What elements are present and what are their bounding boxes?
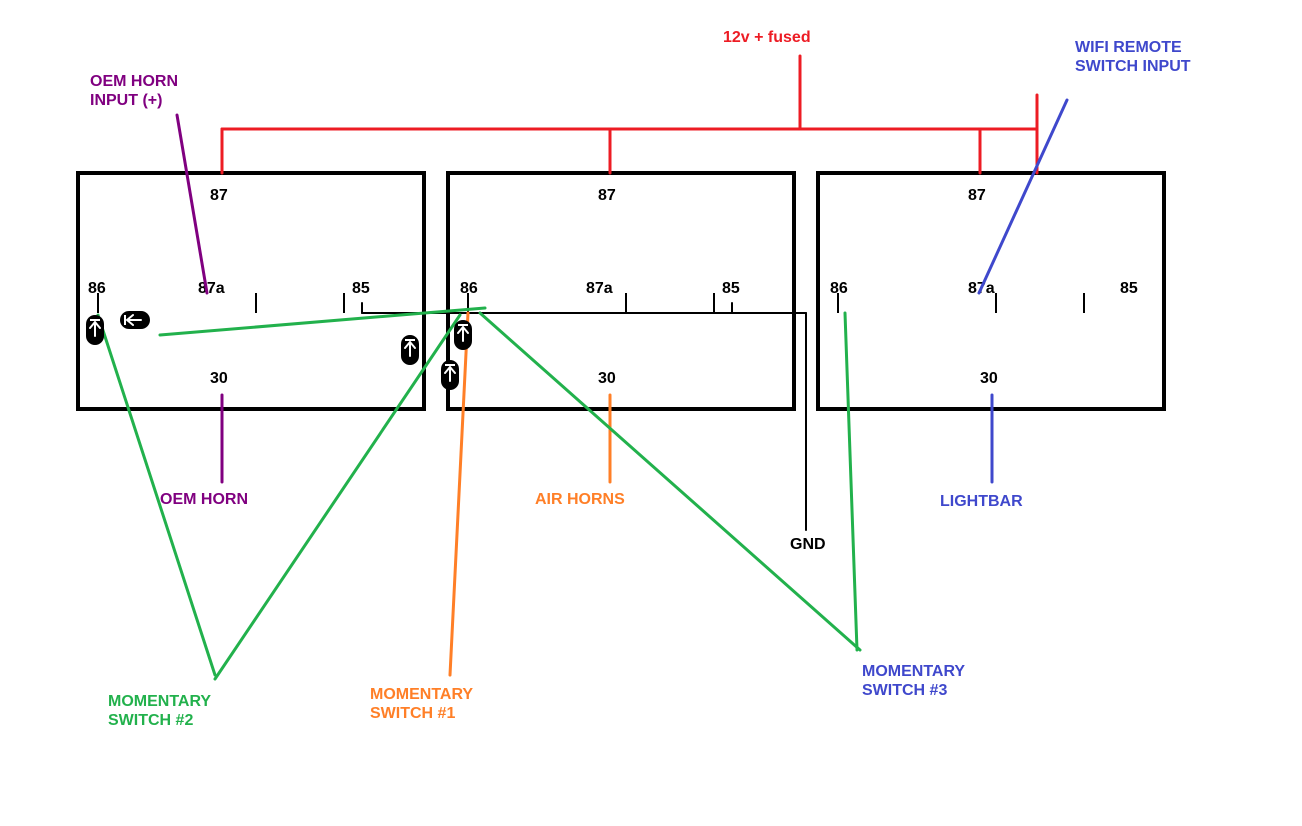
diode-d2 <box>120 311 150 329</box>
label-air_out: AIR HORNS <box>535 490 625 509</box>
relay2-pin-30: 30 <box>598 370 616 387</box>
relay3-pin-87: 87 <box>968 187 986 204</box>
label-oem_out: OEM HORN <box>160 490 248 509</box>
relay3-pin-30: 30 <box>980 370 998 387</box>
label-wifi: WIFI REMOTE SWITCH INPUT <box>1075 38 1191 76</box>
diode-d4 <box>454 320 472 350</box>
relay2 <box>448 173 794 409</box>
label-gnd: GND <box>790 535 826 554</box>
relay2-pin-87a: 87a <box>586 280 613 297</box>
label-sw1: MOMENTARY SWITCH #1 <box>370 685 473 723</box>
wire-sw3b <box>845 313 857 650</box>
relay2-pin-85: 85 <box>722 280 740 297</box>
diode-d5 <box>441 360 459 390</box>
relay2-pin-86: 86 <box>460 280 478 297</box>
relay1-pin-87a: 87a <box>198 280 225 297</box>
relay3-pin-85: 85 <box>1120 280 1138 297</box>
relay3-pin-86: 86 <box>830 280 848 297</box>
relay2-pin-87: 87 <box>598 187 616 204</box>
label-oem_in: OEM HORN INPUT (+) <box>90 72 178 110</box>
diode-d3 <box>401 335 419 365</box>
wire-sw3a <box>480 313 860 650</box>
relay1-pin-85: 85 <box>352 280 370 297</box>
diode-d1 <box>86 315 104 345</box>
relay1 <box>78 173 424 409</box>
label-power: 12v + fused <box>723 28 811 47</box>
label-light_out: LIGHTBAR <box>940 492 1023 511</box>
label-sw3: MOMENTARY SWITCH #3 <box>862 662 965 700</box>
label-sw2: MOMENTARY SWITCH #2 <box>108 692 211 730</box>
relay1-pin-30: 30 <box>210 370 228 387</box>
wire-oem-in <box>177 115 207 293</box>
relay1-pin-87: 87 <box>210 187 228 204</box>
wire-sw2b <box>215 315 460 679</box>
wire-sw2c <box>160 308 485 335</box>
relay1-pin-86: 86 <box>88 280 106 297</box>
